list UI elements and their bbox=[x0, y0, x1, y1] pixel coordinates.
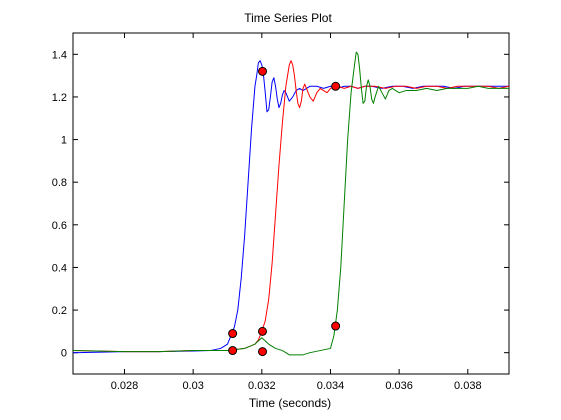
y-tick-label: 0.4 bbox=[52, 262, 67, 274]
x-tick-label: 0.03 bbox=[182, 380, 203, 392]
y-tick-label: 0.2 bbox=[52, 305, 67, 317]
marker-point-2 bbox=[228, 346, 238, 356]
y-tick-label: 1 bbox=[61, 135, 67, 147]
marker-point-7 bbox=[331, 81, 341, 91]
series-line-2 bbox=[73, 60, 509, 353]
y-tick-label: 0.6 bbox=[52, 220, 67, 232]
y-tick-label: 1.2 bbox=[52, 92, 67, 104]
x-tick-label: 0.038 bbox=[454, 380, 482, 392]
y-tick-label: 1.4 bbox=[52, 49, 67, 61]
chart-title: Time Series Plot bbox=[244, 11, 332, 25]
markers-layer bbox=[228, 66, 341, 357]
series-layer bbox=[73, 51, 509, 356]
marker-point-4 bbox=[258, 347, 268, 357]
x-tick-label: 0.028 bbox=[111, 380, 139, 392]
x-axis-label: Time (seconds) bbox=[249, 396, 331, 410]
x-tick-label: 0.036 bbox=[385, 380, 413, 392]
marker-point-5 bbox=[258, 66, 268, 76]
ticks-layer: 0.028 0.03 0.032 0.034 0.036 0.038 0 0.2 0.4 0.6 0… bbox=[52, 33, 509, 392]
marker-point-6 bbox=[331, 321, 341, 331]
x-tick-label: 0.032 bbox=[248, 380, 276, 392]
x-tick-label: 0.034 bbox=[317, 380, 345, 392]
y-tick-label: 0.8 bbox=[52, 177, 67, 189]
axes-box bbox=[72, 32, 510, 375]
series-line-3 bbox=[73, 51, 509, 356]
marker-point-3 bbox=[258, 326, 268, 336]
marker-point-1 bbox=[228, 329, 238, 339]
plot-area: 0.028 0.03 0.032 0.034 0.036 0.038 0 0.2 0.4 0.6 0… bbox=[52, 32, 510, 392]
y-tick-label: 0 bbox=[61, 348, 67, 360]
